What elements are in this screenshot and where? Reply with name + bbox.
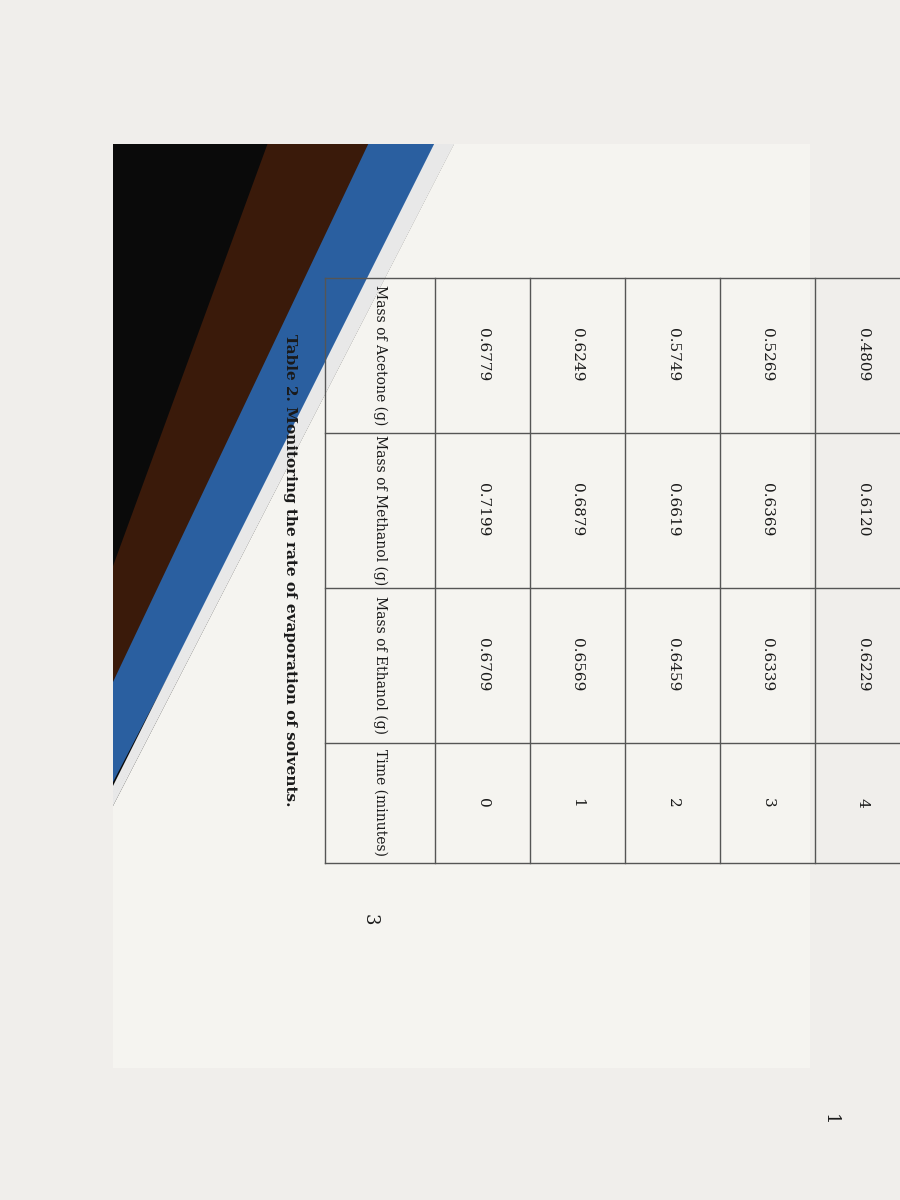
Text: 0.6339: 0.6339: [760, 638, 775, 691]
Text: 0.6459: 0.6459: [665, 638, 680, 691]
Text: 0.4809: 0.4809: [856, 329, 869, 382]
Polygon shape: [112, 144, 810, 1068]
Text: 0.6369: 0.6369: [760, 484, 775, 536]
Text: Table 2. Monitoring the rate of evaporation of solvents.: Table 2. Monitoring the rate of evaporat…: [283, 334, 297, 806]
Polygon shape: [112, 144, 448, 800]
Text: 0.6779: 0.6779: [475, 329, 490, 382]
Text: 0.7199: 0.7199: [475, 484, 490, 536]
Polygon shape: [112, 144, 392, 683]
Text: 0.6120: 0.6120: [856, 484, 869, 536]
Text: 0: 0: [475, 798, 490, 808]
Text: 4: 4: [856, 798, 869, 808]
Text: 0.6249: 0.6249: [571, 329, 584, 382]
Text: Mass of Methanol (g): Mass of Methanol (g): [373, 434, 387, 586]
Polygon shape: [112, 144, 442, 794]
Text: 1: 1: [821, 1115, 839, 1126]
Text: Mass of Ethanol (g): Mass of Ethanol (g): [373, 596, 387, 734]
Text: 0.5749: 0.5749: [665, 329, 680, 382]
Text: Time (minutes): Time (minutes): [373, 749, 387, 856]
Text: Mass of Acetone (g): Mass of Acetone (g): [373, 284, 387, 425]
Text: 3: 3: [760, 798, 775, 808]
Text: 0.6619: 0.6619: [665, 484, 680, 536]
Text: 0.6879: 0.6879: [571, 484, 584, 536]
Text: 0.6709: 0.6709: [475, 638, 490, 691]
Polygon shape: [112, 144, 454, 806]
Text: 0.5269: 0.5269: [760, 329, 775, 382]
Polygon shape: [112, 144, 446, 784]
Text: 0.6569: 0.6569: [571, 638, 584, 691]
Text: 2: 2: [665, 798, 680, 808]
Text: 0.6229: 0.6229: [856, 638, 869, 691]
Text: 3: 3: [361, 914, 379, 925]
Polygon shape: [112, 144, 500, 838]
Text: 1: 1: [571, 798, 584, 808]
